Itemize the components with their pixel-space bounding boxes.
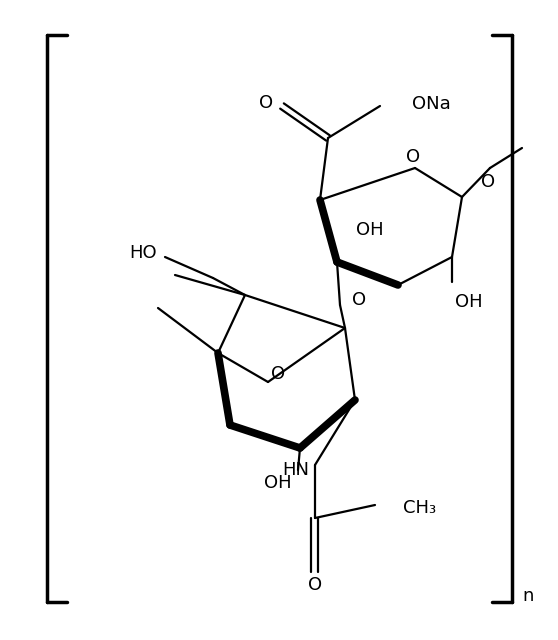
Text: HN: HN — [282, 461, 309, 479]
Text: O: O — [481, 173, 495, 191]
Text: O: O — [259, 94, 273, 112]
Text: CH₃: CH₃ — [403, 499, 436, 517]
Text: O: O — [406, 148, 420, 166]
Text: O: O — [308, 576, 322, 594]
Text: OH: OH — [264, 474, 292, 492]
Text: n: n — [522, 587, 533, 605]
Text: ONa: ONa — [412, 95, 451, 113]
Text: O: O — [271, 365, 285, 383]
Text: O: O — [352, 291, 366, 309]
Text: OH: OH — [455, 293, 483, 311]
Text: OH: OH — [356, 221, 384, 239]
Text: HO: HO — [129, 244, 157, 262]
